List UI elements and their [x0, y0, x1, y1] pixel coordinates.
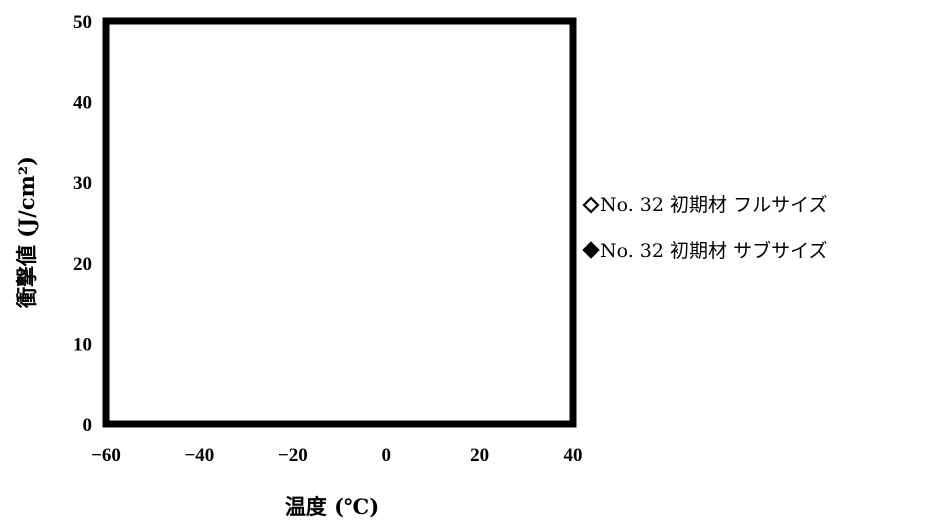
y-tick-label: 0 — [83, 415, 93, 436]
y-axis-title: 衝撃値 (J/cm²) — [14, 156, 39, 309]
x-tick-label: 0 — [381, 445, 391, 466]
open-diamond-icon — [582, 196, 600, 214]
x-tick-label: −20 — [278, 445, 308, 466]
y-tick-label: 30 — [73, 173, 92, 194]
legend-label-full-size: No. 32 初期材 フルサイズ — [600, 194, 828, 216]
x-tick-label: 20 — [470, 445, 489, 466]
y-tick-label: 40 — [73, 93, 92, 114]
y-tick-label: 50 — [73, 12, 92, 33]
legend-item-sub-size: No. 32 初期材 サブサイズ — [582, 239, 828, 262]
x-axis-ticks: −60 −40 −20 0 20 40 — [91, 445, 582, 466]
x-tick-label: −40 — [184, 445, 214, 466]
plot-frame — [102, 17, 577, 428]
filled-diamond-icon — [582, 241, 600, 259]
y-tick-label: 20 — [73, 254, 92, 275]
x-tick-label: −60 — [91, 445, 121, 466]
legend: No. 32 初期材 フルサイズ No. 32 初期材 サブサイズ — [582, 194, 828, 262]
legend-label-sub-size: No. 32 初期材 サブサイズ — [600, 239, 828, 262]
legend-item-full-size: No. 32 初期材 フルサイズ — [582, 194, 828, 216]
y-axis-ticks: 0 10 20 30 40 50 — [73, 12, 92, 436]
x-axis-title: 温度 (℃) — [285, 494, 379, 519]
y-tick-label: 10 — [73, 334, 92, 355]
x-tick-label: 40 — [564, 445, 583, 466]
